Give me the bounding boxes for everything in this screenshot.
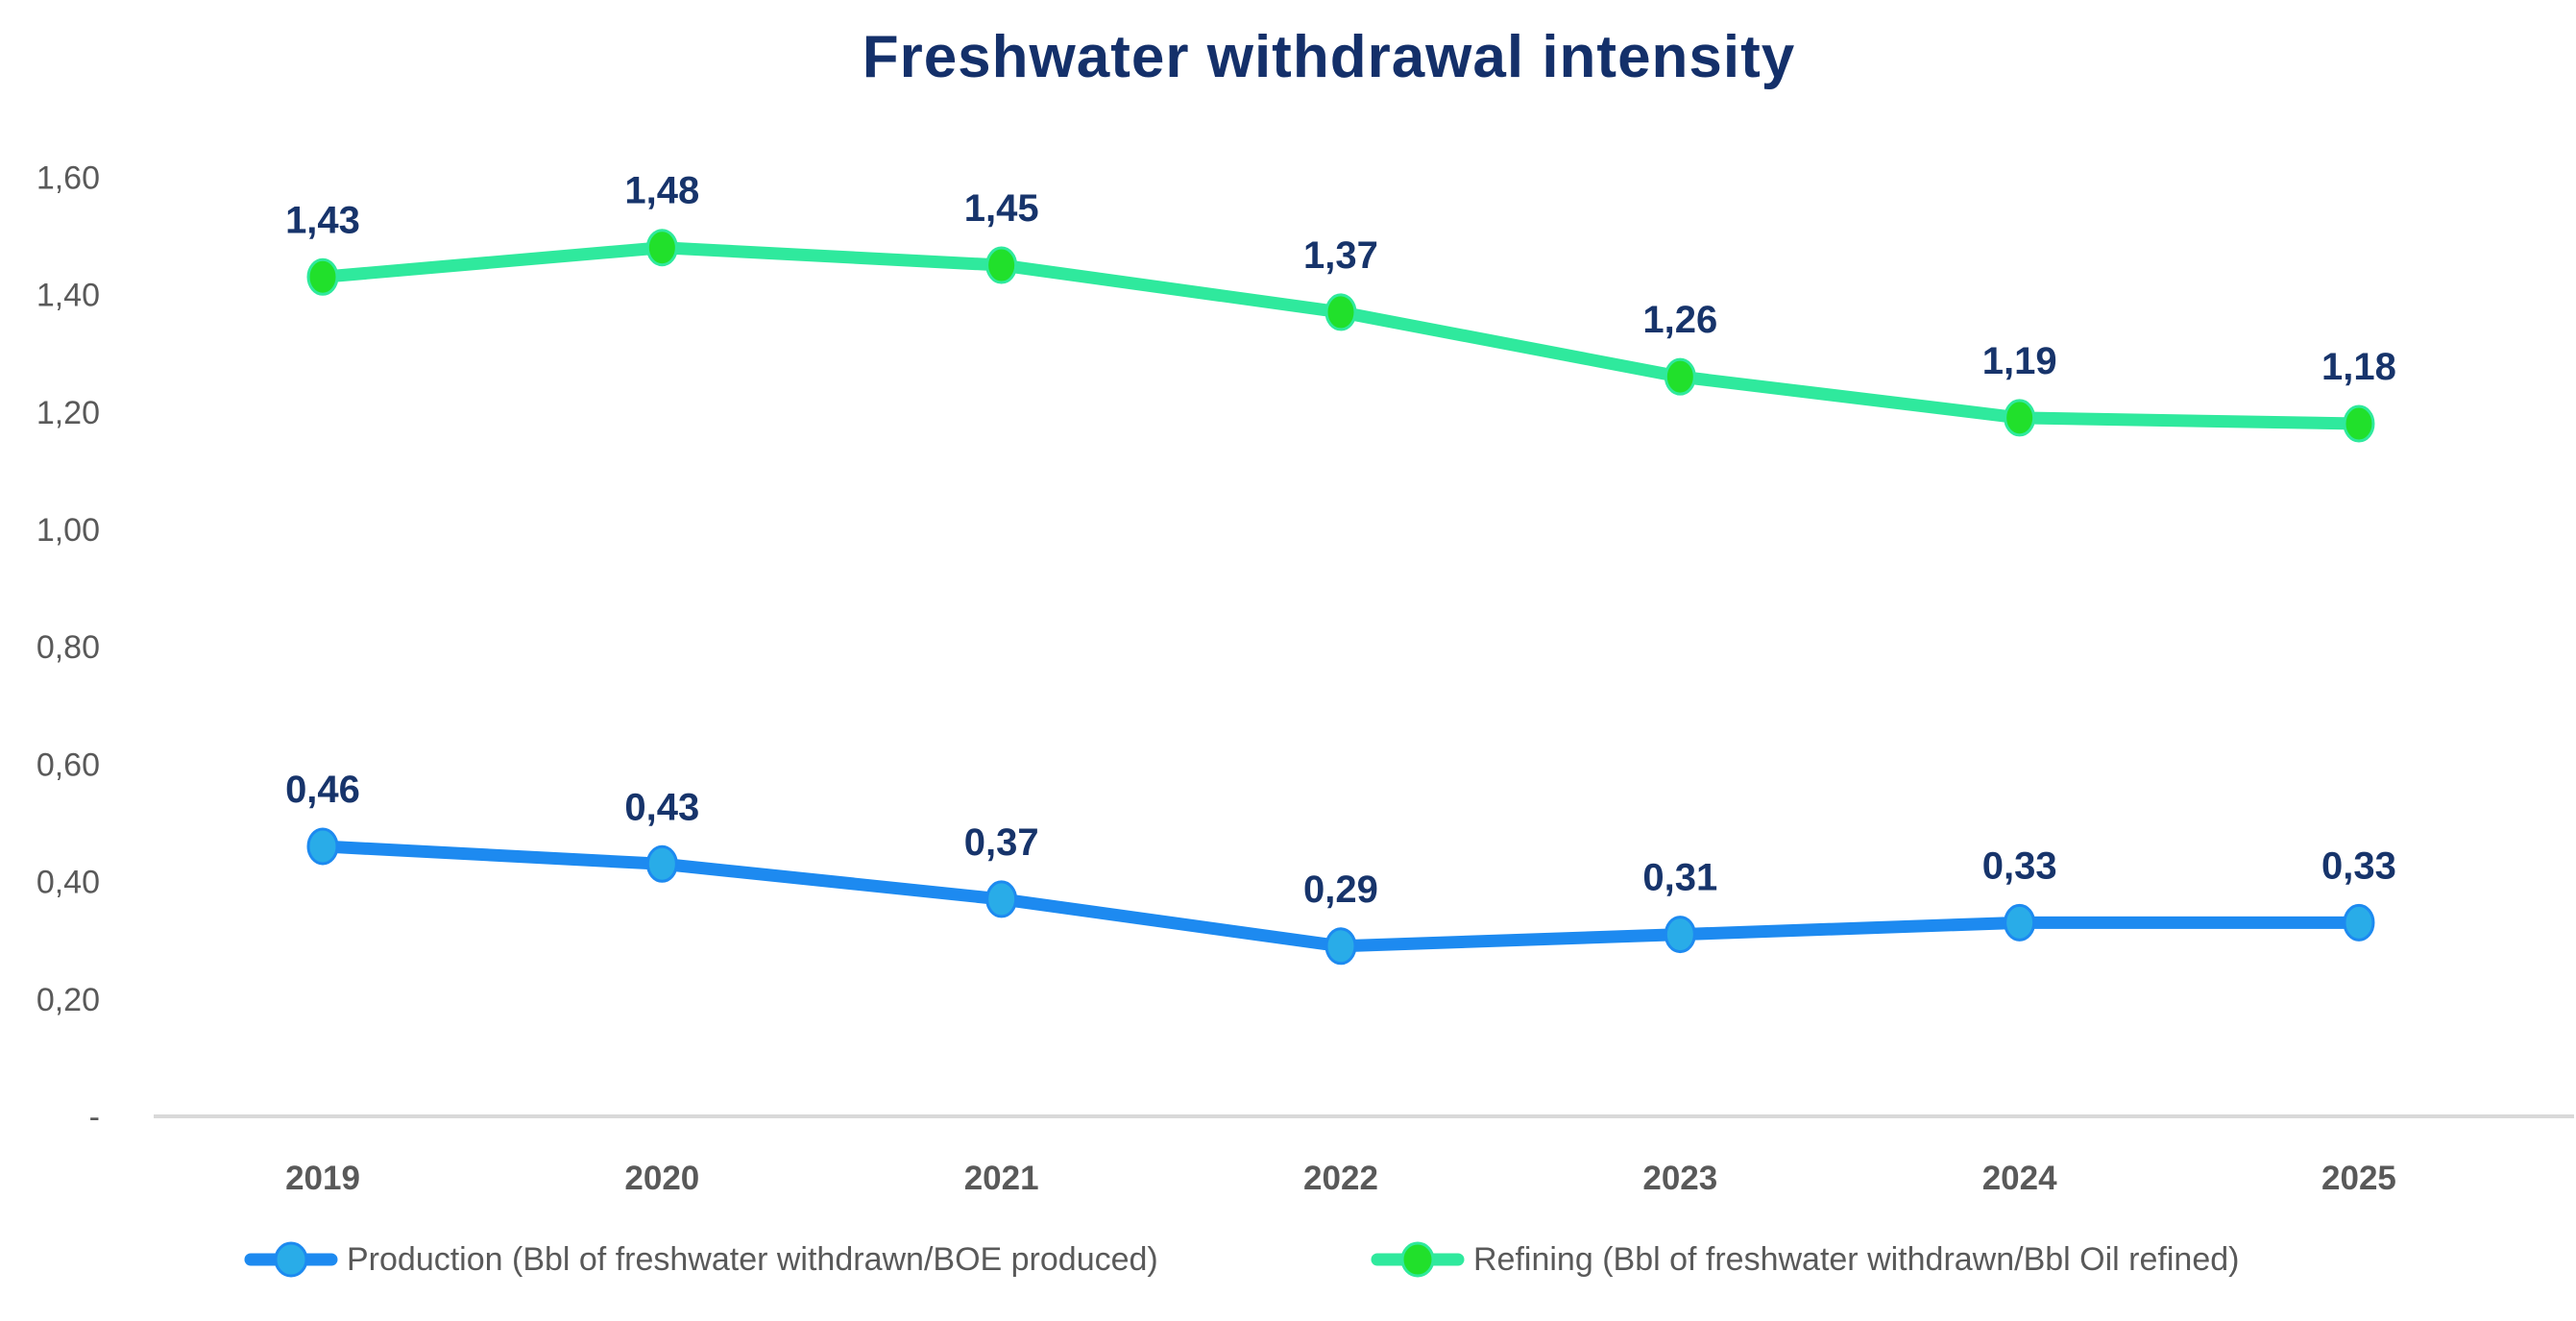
production-legend-label: Production (Bbl of freshwater withdrawn/… xyxy=(347,1240,1158,1278)
series-marker-production xyxy=(2004,903,2036,942)
series-marker-production xyxy=(1324,927,1357,966)
series-marker-refining xyxy=(2343,404,2375,443)
axis-layer: 1,60 1,40 1,20 1,00 0,80 0,60 0,40 0,20 - 2019 202… xyxy=(36,159,2574,1197)
y-tick-label: 1,00 xyxy=(36,512,100,549)
data-label-refining: 1,37 xyxy=(1303,234,1378,277)
data-label-refining: 1,45 xyxy=(964,187,1039,230)
x-tick-label: 2020 xyxy=(624,1160,699,1197)
series-marker-production xyxy=(306,827,339,866)
data-label-refining: 1,26 xyxy=(1642,299,1717,341)
data-label-refining: 1,48 xyxy=(624,170,699,212)
y-tick-label: 0,20 xyxy=(36,982,100,1018)
y-tick-label: 0,80 xyxy=(36,629,100,666)
series-marker-refining xyxy=(985,246,1018,284)
data-label-refining: 1,43 xyxy=(285,199,360,241)
series-marker-refining xyxy=(645,229,678,267)
x-tick-label: 2021 xyxy=(964,1160,1039,1197)
legend-item-refining: Refining (Bbl of freshwater withdrawn/Bb… xyxy=(1370,1233,2239,1286)
y-tick-label: - xyxy=(89,1099,100,1136)
data-label-production: 0,43 xyxy=(624,786,699,828)
data-label-production: 0,29 xyxy=(1303,868,1378,911)
legend-item-production: Production (Bbl of freshwater withdrawn/… xyxy=(243,1233,1158,1286)
data-label-layer: 1,43 1,48 1,45 1,37 1,26 1,19 1,18 0,46 0,43 0,37… xyxy=(285,170,2396,911)
series-marker-production xyxy=(645,844,678,883)
series-layer xyxy=(306,229,2375,966)
data-label-production: 0,33 xyxy=(2321,844,2396,887)
series-marker-refining xyxy=(1324,293,1357,331)
data-label-refining: 1,18 xyxy=(2321,346,2396,388)
x-tick-label: 2022 xyxy=(1303,1160,1378,1197)
y-tick-label: 1,20 xyxy=(36,395,100,431)
series-marker-production xyxy=(1664,916,1696,954)
data-label-production: 0,33 xyxy=(1982,844,2057,887)
production-legend-marker-icon xyxy=(244,1241,338,1278)
y-tick-label: 1,60 xyxy=(36,159,100,196)
y-tick-label: 1,40 xyxy=(36,278,100,314)
series-marker-production xyxy=(2343,903,2375,942)
data-label-production: 0,31 xyxy=(1642,857,1717,899)
series-marker-production xyxy=(985,880,1018,918)
data-label-production: 0,46 xyxy=(285,769,360,811)
series-marker-refining xyxy=(2004,399,2036,437)
x-tick-label: 2023 xyxy=(1642,1160,1717,1197)
refining-legend-marker-icon xyxy=(1371,1241,1465,1278)
x-tick-label: 2024 xyxy=(1982,1160,2057,1197)
series-marker-refining xyxy=(306,257,339,296)
chart-title: Freshwater withdrawal intensity xyxy=(862,24,1796,90)
series-marker-refining xyxy=(1664,357,1696,396)
x-tick-label: 2019 xyxy=(285,1160,360,1197)
x-tick-label: 2025 xyxy=(2321,1160,2396,1197)
refining-legend-label: Refining (Bbl of freshwater withdrawn/Bb… xyxy=(1473,1240,2240,1278)
y-tick-label: 0,40 xyxy=(36,865,100,901)
data-label-production: 0,37 xyxy=(964,821,1039,864)
data-label-refining: 1,19 xyxy=(1982,340,2057,382)
y-tick-label: 0,60 xyxy=(36,746,100,783)
